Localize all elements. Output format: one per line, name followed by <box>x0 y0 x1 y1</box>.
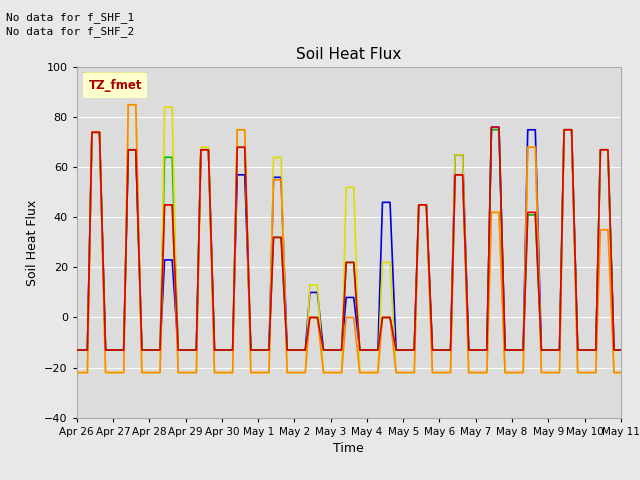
Text: TZ_fmet: TZ_fmet <box>88 79 142 92</box>
Text: No data for f_SHF_1: No data for f_SHF_1 <box>6 12 134 23</box>
FancyBboxPatch shape <box>81 71 149 99</box>
X-axis label: Time: Time <box>333 442 364 455</box>
Text: No data for f_SHF_2: No data for f_SHF_2 <box>6 26 134 37</box>
Y-axis label: Soil Heat Flux: Soil Heat Flux <box>26 199 38 286</box>
Title: Soil Heat Flux: Soil Heat Flux <box>296 47 401 62</box>
